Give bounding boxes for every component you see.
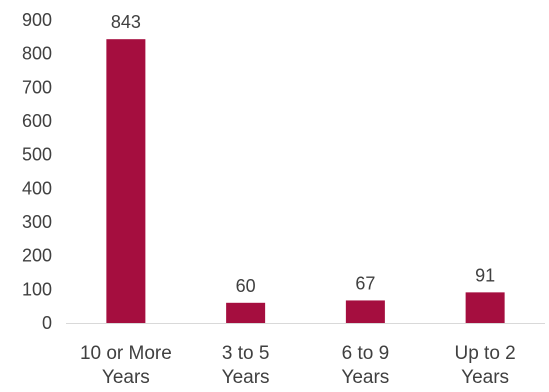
x-tick-label-line: 10 or More [80, 343, 172, 364]
x-tick-label: 10 or More Years [80, 343, 172, 388]
bar [226, 302, 266, 323]
y-tick-label: 600 [22, 111, 52, 131]
data-label: 60 [236, 276, 256, 296]
y-axis: 0 100 200 300 400 500 600 700 800 900 [22, 10, 52, 333]
y-tick-label: 900 [22, 10, 52, 30]
y-tick-label: 300 [22, 212, 52, 232]
y-tick-label: 500 [22, 145, 52, 165]
bar [106, 39, 146, 323]
y-tick-label: 400 [22, 178, 52, 198]
x-tick-label-line: 3 to 5 [222, 343, 270, 364]
bars [106, 39, 505, 323]
data-label: 67 [355, 273, 375, 293]
x-tick-label-line: Years [102, 367, 150, 388]
x-tick-label-line: 6 to 9 [342, 343, 390, 364]
data-label: 843 [111, 12, 141, 32]
y-tick-label: 200 [22, 246, 52, 266]
x-tick-label-line: Years [461, 367, 509, 388]
x-tick-label-line: Years [222, 367, 270, 388]
data-label: 91 [475, 265, 495, 285]
data-labels: 843 60 67 91 [111, 12, 495, 296]
y-tick-label: 800 [22, 44, 52, 64]
y-tick-label: 0 [42, 313, 52, 333]
bar [345, 300, 385, 323]
bar [465, 292, 505, 323]
x-tick-label: Up to 2 Years [454, 343, 515, 388]
x-tick-label: 3 to 5 Years [222, 343, 270, 388]
y-tick-label: 700 [22, 77, 52, 97]
y-tick-label: 100 [22, 279, 52, 299]
x-tick-label-line: Years [341, 367, 389, 388]
x-tick-label: 6 to 9 Years [341, 343, 389, 388]
x-tick-label-line: Up to 2 [454, 343, 515, 364]
